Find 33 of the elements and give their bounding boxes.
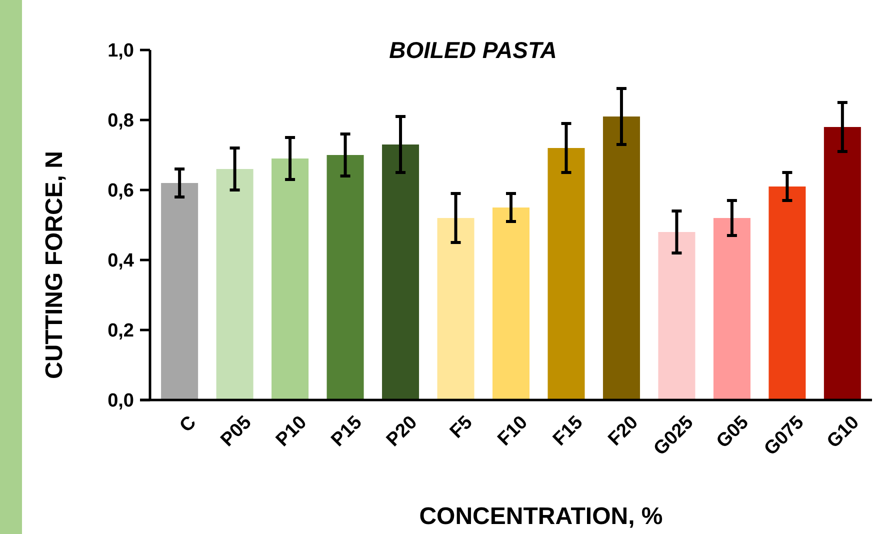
bar <box>658 232 696 400</box>
chart-title: BOILED PASTA <box>389 37 557 63</box>
bar <box>326 155 364 400</box>
bar <box>768 186 806 400</box>
y-tick-label: 0,8 <box>108 110 134 132</box>
x-axis-title: CONCENTRATION, % <box>419 503 663 530</box>
x-tick-label: P10 <box>272 412 311 451</box>
x-tick-label: C <box>176 412 201 437</box>
x-tick-label: P05 <box>216 412 256 451</box>
x-tick-label: F15 <box>549 412 588 450</box>
bar <box>713 218 750 400</box>
y-tick-label: 0,2 <box>108 320 134 342</box>
x-tick-label: F5 <box>446 412 477 443</box>
bar <box>492 208 530 400</box>
x-tick-label: P15 <box>327 412 367 451</box>
y-tick-label: 0,0 <box>108 390 134 412</box>
y-axis-title: CUTTING FORCE, N <box>41 151 68 379</box>
bar <box>437 218 474 400</box>
bar <box>602 116 640 400</box>
bar <box>272 158 309 400</box>
bar <box>161 183 198 400</box>
x-tick-label: G10 <box>823 412 864 452</box>
y-tick-label: 0,6 <box>108 180 134 202</box>
x-tick-label: G05 <box>712 412 754 452</box>
x-tick-label: F10 <box>494 412 532 450</box>
bar <box>824 127 861 400</box>
bar <box>216 169 254 400</box>
x-tick-label: F20 <box>604 412 642 450</box>
y-tick-label: 0,4 <box>108 250 134 272</box>
bar <box>382 144 420 400</box>
x-tick-label: P20 <box>382 412 422 451</box>
bar <box>548 148 585 400</box>
y-tick-label: 1,0 <box>108 40 134 62</box>
